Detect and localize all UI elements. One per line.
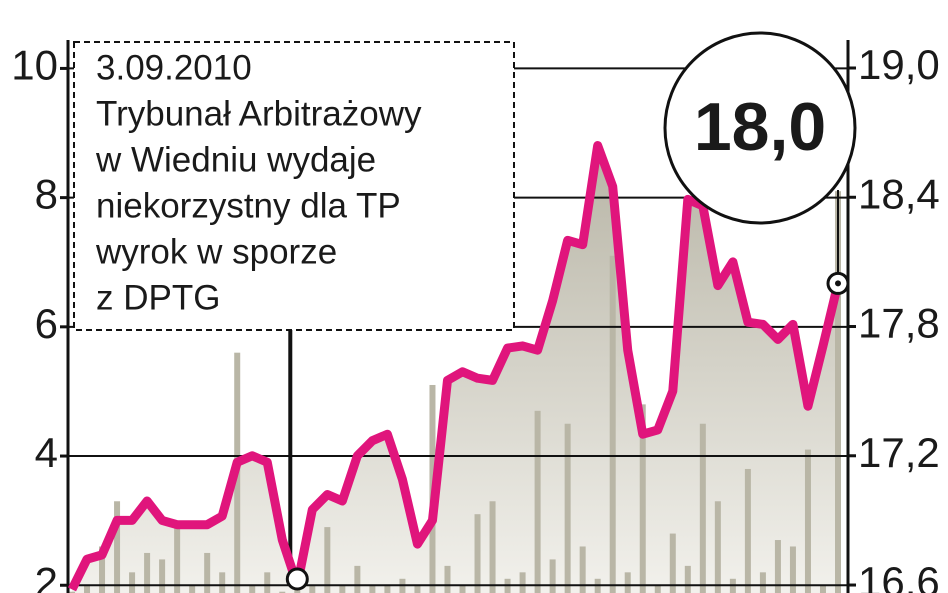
volume-bar (789, 546, 796, 593)
volume-bar (489, 501, 496, 593)
volume-bar (309, 585, 316, 593)
annotation-text: niekorzystny dla TP (96, 186, 401, 225)
volume-bar (835, 191, 841, 593)
volume-bar (174, 527, 181, 593)
annotation-text: z DPTG (96, 278, 220, 317)
volume-bar (474, 514, 481, 593)
volume-bar (99, 546, 106, 593)
volume-bar (684, 565, 691, 593)
volume-bar (609, 255, 616, 593)
volume-bar (249, 585, 256, 593)
y-tick-label: 2 (35, 558, 58, 593)
volume-bar (369, 585, 376, 593)
annotation-text: w Wiedniu wydaje (95, 140, 376, 179)
y2-tick-label: 18,4 (858, 170, 940, 217)
y-tick-label: 4 (35, 429, 58, 476)
volume-bar (534, 410, 541, 593)
volume-bar (159, 559, 166, 593)
volume-bar (699, 423, 706, 593)
volume-bar (459, 585, 466, 593)
volume-bar (444, 565, 451, 593)
volume-bar (744, 468, 751, 593)
volume-bar (384, 585, 391, 593)
volume-bar (84, 585, 91, 593)
volume-bar (564, 423, 571, 593)
y2-tick-label: 19,0 (858, 41, 940, 88)
volume-bar (579, 546, 586, 593)
volume-bar (639, 404, 646, 593)
volume-bar (279, 591, 286, 593)
volume-bar (819, 585, 826, 593)
volume-bar (624, 572, 631, 593)
y-tick-label: 6 (35, 300, 58, 347)
volume-bar (324, 527, 331, 593)
volume-bar (69, 591, 75, 593)
annotation-text: 3.09.2010 (96, 48, 252, 87)
volume-bar (144, 552, 151, 593)
volume-bar (714, 501, 721, 593)
highlight-dot (835, 280, 841, 287)
y-tick-label: 8 (35, 171, 58, 218)
volume-bar (114, 501, 121, 593)
volume-bar (129, 572, 136, 593)
volume-bar (654, 585, 661, 593)
y2-tick-label: 17,2 (858, 429, 940, 476)
annotation-point (285, 567, 309, 591)
annotation-text: wyrok w sporze (95, 232, 337, 271)
y2-tick-label: 17,8 (858, 300, 940, 347)
volume-bar (219, 572, 226, 593)
price-line (67, 141, 843, 592)
price-area (72, 145, 838, 593)
volume-bar (204, 552, 211, 593)
volume-bar (669, 533, 676, 593)
volume-bar (759, 572, 766, 593)
volume-bar (189, 585, 196, 593)
volume-bar (354, 565, 361, 593)
annotation-box (73, 41, 515, 331)
volume-bar (774, 540, 781, 593)
volume-bar (519, 572, 526, 593)
volume-bar (339, 585, 346, 593)
highlight-label: 18,0 (694, 89, 826, 165)
highlight-bubble (663, 31, 857, 225)
volume-bar (804, 449, 811, 593)
y-tick-label: 10 (11, 42, 58, 89)
volume-bar (549, 559, 556, 593)
volume-bar (264, 572, 271, 593)
annotation-text: Trybunał Arbitrażowy (96, 94, 422, 133)
y2-tick-label: 16,6 (858, 558, 940, 593)
volume-bar (414, 585, 421, 593)
